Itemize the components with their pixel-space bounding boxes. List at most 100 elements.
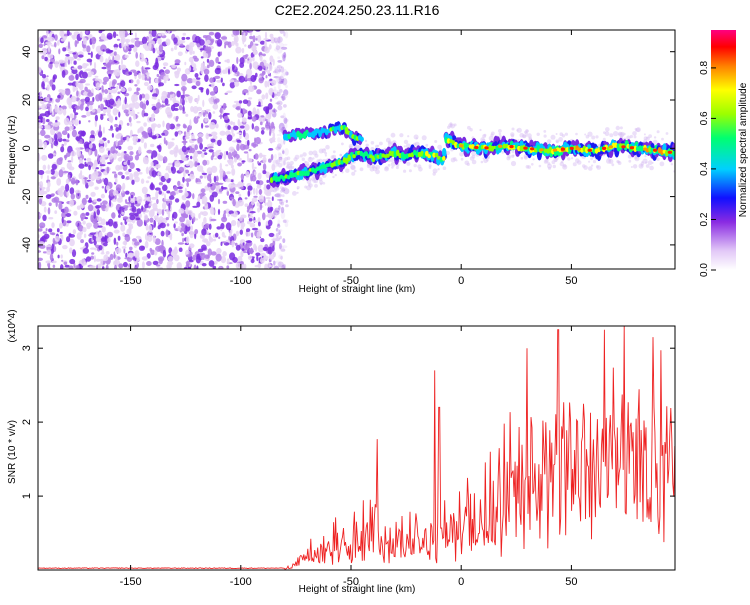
noise-speck <box>275 44 279 47</box>
noise-speck <box>71 56 75 61</box>
noise-speck <box>208 59 215 67</box>
noise-speck <box>277 219 281 224</box>
noise-speck <box>116 152 121 157</box>
noise-speck <box>146 149 153 154</box>
noise-speck <box>128 52 132 55</box>
noise-speck <box>176 262 182 269</box>
noise-speck <box>221 241 227 244</box>
noise-speck <box>134 32 137 39</box>
halo-speck <box>538 164 542 168</box>
noise-speck <box>182 32 187 36</box>
noise-speck <box>215 232 219 238</box>
x-tick-label: -150 <box>120 576 142 588</box>
halo-speck <box>582 164 586 168</box>
noise-speck <box>243 129 246 138</box>
halo-speck <box>559 161 564 167</box>
noise-speck <box>214 75 221 79</box>
noise-speck <box>266 200 273 208</box>
noise-speck <box>133 46 138 53</box>
noise-speck <box>121 186 124 194</box>
noise-speck <box>197 94 200 102</box>
noise-speck <box>48 202 52 207</box>
noise-speck <box>188 66 191 72</box>
noise-speck <box>233 100 240 104</box>
noise-speck <box>244 124 250 131</box>
noise-speck <box>265 92 269 100</box>
noise-speck <box>64 141 67 146</box>
noise-speck <box>278 129 283 134</box>
noise-speck <box>154 238 161 246</box>
noise-speck <box>166 190 171 194</box>
noise-speck <box>46 186 50 193</box>
y-tick-label: 20 <box>21 94 33 106</box>
y-tick-label: 2 <box>21 419 33 425</box>
noise-speck <box>167 260 174 266</box>
noise-speck <box>118 214 121 218</box>
noise-speck <box>157 36 161 39</box>
noise-speck <box>260 154 267 157</box>
noise-speck <box>155 264 161 267</box>
noise-speck <box>262 246 268 252</box>
noise-speck <box>39 213 42 217</box>
noise-speck <box>118 263 124 269</box>
noise-speck <box>174 70 180 75</box>
noise-speck <box>267 262 271 269</box>
noise-speck <box>94 114 98 122</box>
noise-speck <box>246 56 252 64</box>
noise-speck <box>185 178 192 183</box>
noise-speck <box>278 36 281 44</box>
noise-speck <box>107 140 110 144</box>
noise-speck <box>167 162 174 166</box>
noise-speck <box>62 170 69 174</box>
noise-speck <box>183 170 186 178</box>
noise-speck <box>126 136 130 142</box>
noise-speck <box>179 40 186 44</box>
noise-speck <box>49 54 54 59</box>
halo-speck <box>285 165 290 169</box>
noise-speck <box>73 114 77 119</box>
noise-speck <box>98 146 105 153</box>
noise-speck <box>136 87 141 92</box>
noise-speck <box>182 123 186 129</box>
halo-speck <box>592 160 597 164</box>
noise-speck <box>99 164 106 167</box>
noise-speck <box>71 129 77 138</box>
noise-speck <box>47 207 51 215</box>
noise-speck <box>178 208 185 214</box>
noise-speck <box>157 37 162 45</box>
noise-speck <box>122 136 127 141</box>
noise-speck <box>126 219 129 222</box>
noise-speck <box>38 105 41 109</box>
halo-speck <box>613 131 619 137</box>
noise-speck <box>279 30 284 34</box>
noise-speck <box>48 217 54 220</box>
noise-speck <box>193 264 197 269</box>
halo-speck <box>377 144 380 147</box>
noise-speck <box>213 152 217 156</box>
noise-speck <box>129 196 136 204</box>
noise-speck <box>100 252 105 255</box>
noise-speck <box>277 105 283 111</box>
noise-speck <box>277 137 281 143</box>
y-tick-label: 0 <box>21 145 33 151</box>
noise-speck <box>178 189 183 193</box>
noise-speck <box>247 185 253 191</box>
noise-speck <box>185 44 192 51</box>
noise-speck <box>219 168 224 175</box>
noise-speck <box>251 227 259 231</box>
noise-speck <box>103 76 109 83</box>
noise-speck <box>280 115 285 119</box>
noise-speck <box>68 233 72 236</box>
noise-speck <box>276 36 283 43</box>
noise-speck <box>133 171 139 179</box>
noise-speck <box>88 100 94 106</box>
noise-speck <box>185 155 189 158</box>
noise-speck <box>165 229 169 238</box>
noise-speck <box>151 105 157 111</box>
y-tick-label: -40 <box>21 237 33 253</box>
noise-speck <box>265 122 271 129</box>
halo-speck <box>281 194 285 198</box>
noise-speck <box>85 194 89 199</box>
noise-speck <box>181 232 184 237</box>
